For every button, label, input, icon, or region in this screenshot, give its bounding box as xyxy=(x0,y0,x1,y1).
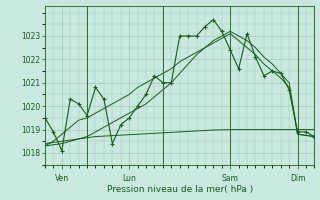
X-axis label: Pression niveau de la mer( hPa ): Pression niveau de la mer( hPa ) xyxy=(107,185,253,194)
